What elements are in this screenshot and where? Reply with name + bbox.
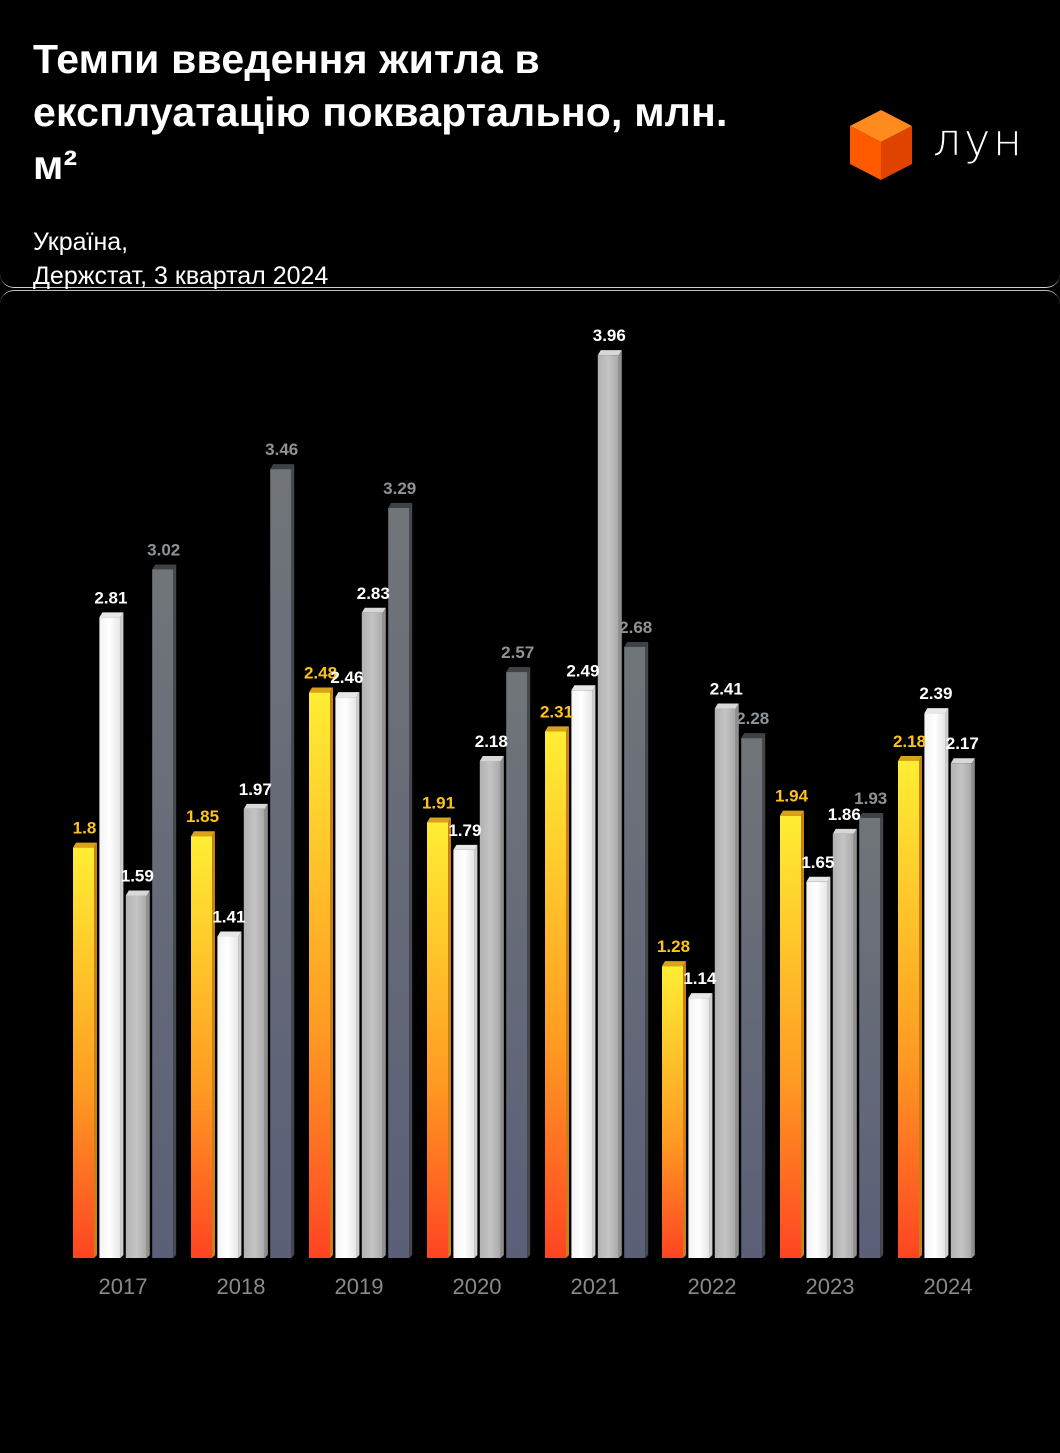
data-label-2021-q3: 3.96 bbox=[593, 326, 626, 345]
bar-2020-q3 bbox=[479, 755, 504, 1258]
bar-2023-q2 bbox=[806, 876, 831, 1258]
bar-2022-q3 bbox=[714, 703, 739, 1258]
data-label-2021-q1: 2.31 bbox=[540, 702, 573, 721]
data-label-2019-q3: 2.83 bbox=[357, 584, 390, 603]
bar-2023-q3 bbox=[832, 828, 857, 1258]
x-tick-label-2019: 2019 bbox=[335, 1274, 384, 1299]
bar-2024-q1 bbox=[898, 755, 922, 1258]
bar-2018-q4 bbox=[270, 464, 295, 1258]
data-label-2022-q3: 2.41 bbox=[710, 680, 743, 699]
data-label-2021-q2: 2.49 bbox=[566, 661, 599, 680]
bar-2022-q2 bbox=[688, 993, 713, 1258]
x-tick-label-2020: 2020 bbox=[453, 1274, 502, 1299]
data-label-2019-q4: 3.29 bbox=[383, 479, 416, 498]
data-label-2020-q3: 2.18 bbox=[475, 732, 508, 751]
bar-2024-q2 bbox=[924, 708, 949, 1258]
bar-2019-q1 bbox=[309, 687, 333, 1258]
data-label-2017-q1: 1.8 bbox=[73, 819, 97, 838]
bar-2018-q2 bbox=[217, 931, 242, 1258]
x-tick-label-2022: 2022 bbox=[688, 1274, 737, 1299]
bar-2020-q4 bbox=[506, 667, 531, 1258]
x-tick-label-2021: 2021 bbox=[571, 1274, 620, 1299]
subtitle: Україна, Держстат, 3 квартал 2024 bbox=[33, 225, 328, 293]
bar-2021-q4 bbox=[624, 641, 649, 1258]
page-title: Темпи введення житла в експлуатацію покв… bbox=[33, 36, 728, 188]
subtitle-source: Держстат, 3 квартал 2024 bbox=[33, 262, 329, 290]
bar-2019-q4 bbox=[388, 502, 413, 1258]
bar-2022-q4 bbox=[741, 733, 766, 1258]
bar-2019-q3 bbox=[361, 607, 386, 1258]
bar-2017-q2 bbox=[99, 612, 124, 1258]
data-label-2024-q2: 2.39 bbox=[919, 684, 952, 703]
data-label-2023-q3: 1.86 bbox=[828, 805, 861, 824]
data-label-2022-q2: 1.14 bbox=[683, 969, 717, 988]
data-label-2023-q4: 1.93 bbox=[854, 789, 887, 808]
bar-2020-q1 bbox=[427, 817, 451, 1258]
x-tick-label-2024: 2024 bbox=[924, 1274, 973, 1299]
x-tick-label-2018: 2018 bbox=[217, 1274, 266, 1299]
data-label-2019-q2: 2.46 bbox=[330, 668, 363, 687]
bar-2019-q2 bbox=[335, 692, 360, 1258]
bar-2023-q1 bbox=[780, 810, 804, 1258]
data-label-2017-q4: 3.02 bbox=[147, 540, 180, 559]
data-label-2018-q4: 3.46 bbox=[265, 440, 298, 459]
data-label-2018-q1: 1.85 bbox=[186, 807, 219, 826]
logo: лун bbox=[848, 108, 1038, 183]
bar-2017-q1 bbox=[73, 842, 97, 1258]
header: Темпи введення житла в експлуатацію покв… bbox=[0, 0, 1060, 290]
data-label-2020-q1: 1.91 bbox=[422, 794, 455, 813]
x-tick-label-2023: 2023 bbox=[806, 1274, 855, 1299]
data-label-2018-q3: 1.97 bbox=[239, 780, 272, 799]
data-label-2022-q4: 2.28 bbox=[736, 709, 769, 728]
bar-2021-q1 bbox=[545, 726, 569, 1258]
data-label-2017-q2: 2.81 bbox=[94, 588, 127, 607]
subtitle-region: Україна, bbox=[33, 228, 129, 256]
bar-2018-q3 bbox=[243, 803, 268, 1258]
bar-2023-q4 bbox=[859, 812, 884, 1258]
bar-2022-q1 bbox=[662, 961, 686, 1258]
data-label-2019-q1: 2.48 bbox=[304, 664, 337, 683]
data-label-2018-q2: 1.41 bbox=[212, 908, 245, 927]
chart-panel: 1.8 2.81 1.59 3.02 1.85 1.41 1.97 3.46 2.48 2.46 2… bbox=[0, 290, 1060, 1452]
bar-2020-q2 bbox=[453, 844, 478, 1258]
data-label-2023-q2: 1.65 bbox=[801, 853, 834, 872]
data-label-2020-q2: 1.79 bbox=[448, 821, 481, 840]
data-label-2021-q4: 2.68 bbox=[619, 618, 652, 637]
data-label-2024-q3: 2.17 bbox=[946, 734, 979, 753]
bar-chart: 1.8 2.81 1.59 3.02 1.85 1.41 1.97 3.46 2.482.46 2… bbox=[73, 326, 979, 1299]
data-label-2023-q1: 1.94 bbox=[775, 787, 809, 806]
data-label-2017-q3: 1.59 bbox=[121, 866, 154, 885]
data-label-2024-q1: 2.18 bbox=[893, 732, 926, 751]
bar-2018-q1 bbox=[191, 831, 215, 1258]
x-tick-label-2017: 2017 bbox=[99, 1274, 148, 1299]
data-label-2022-q1: 1.28 bbox=[657, 937, 690, 956]
orange-cube-icon bbox=[850, 110, 912, 180]
bar-2017-q4 bbox=[152, 564, 177, 1258]
bar-2021-q3 bbox=[597, 350, 622, 1258]
data-label-2020-q4: 2.57 bbox=[501, 643, 534, 662]
bar-2017-q3 bbox=[125, 890, 150, 1258]
logo-text: лун bbox=[933, 115, 1025, 166]
bar-2024-q3 bbox=[950, 758, 975, 1258]
bar-2021-q2 bbox=[571, 685, 596, 1258]
